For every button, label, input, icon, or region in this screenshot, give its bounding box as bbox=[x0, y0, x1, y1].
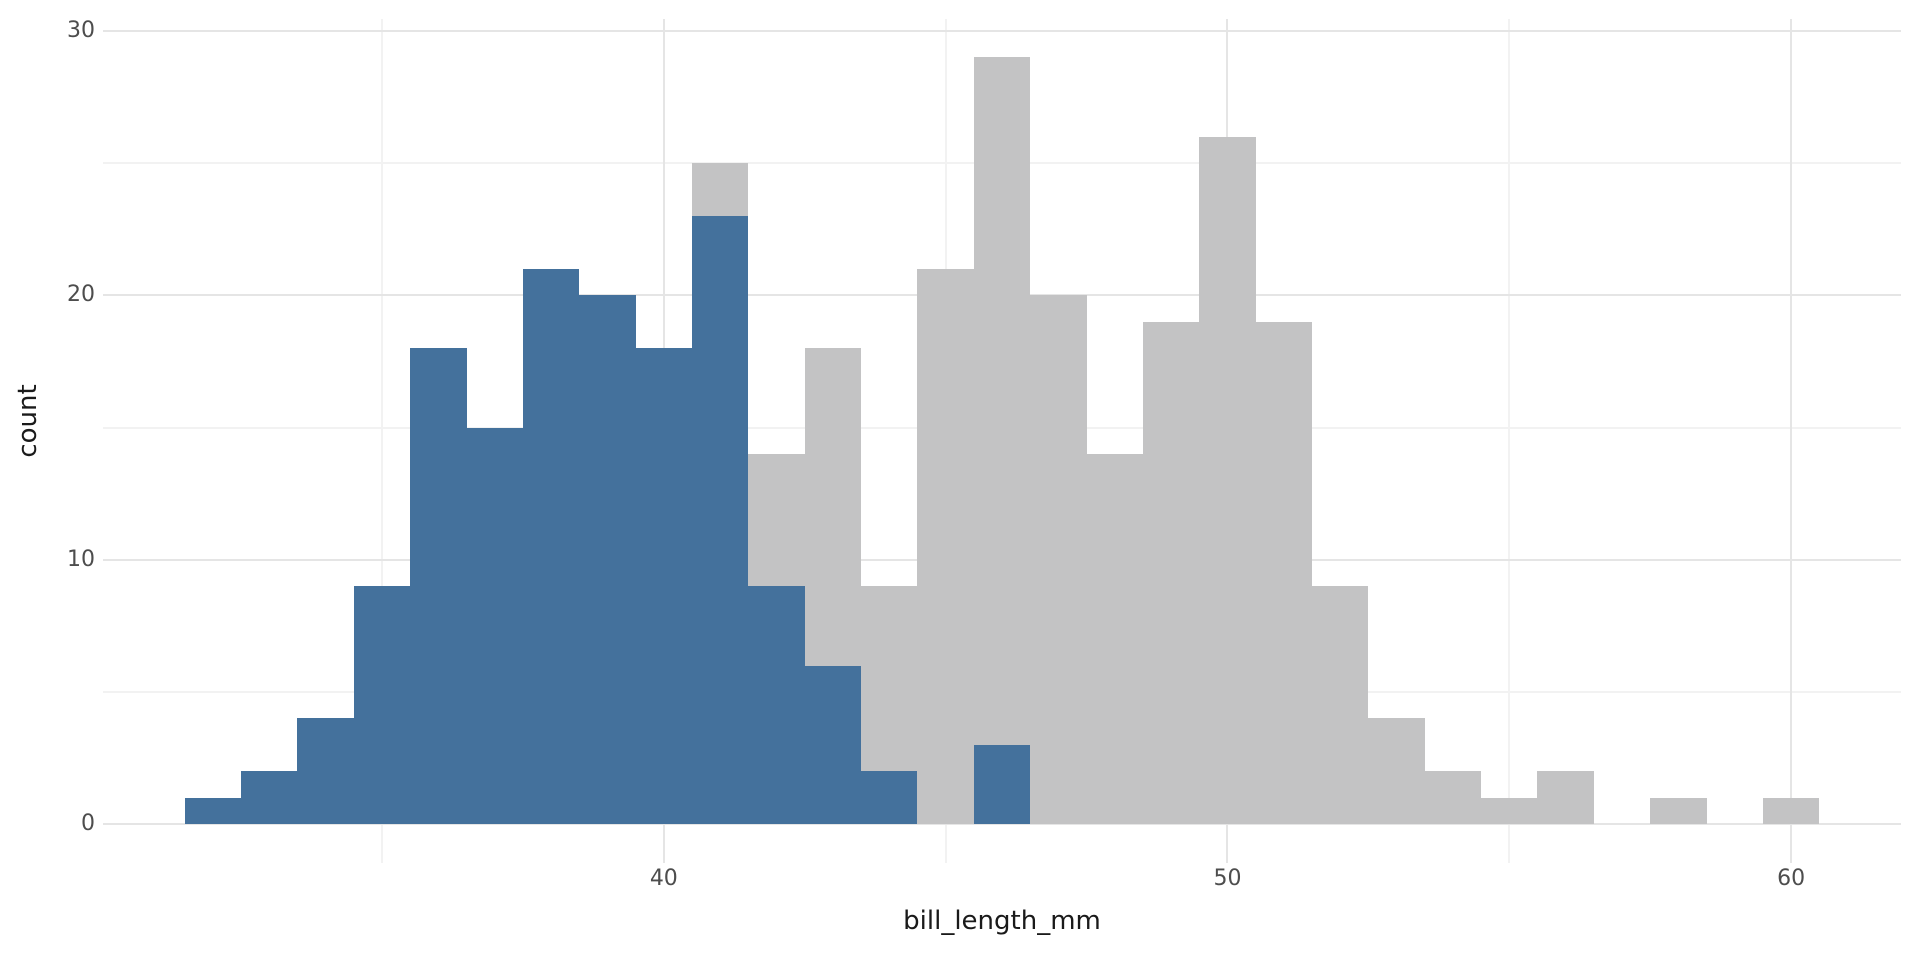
histogram-bar-adelie-blue bbox=[184, 797, 242, 825]
histogram-bar-adelie-blue bbox=[522, 268, 580, 825]
histogram-bar-adelie-blue bbox=[353, 586, 411, 825]
histogram-bar-all-penguins-gray bbox=[1481, 797, 1538, 825]
y-major-gridline bbox=[103, 29, 1901, 32]
histogram-bar-adelie-blue bbox=[804, 665, 862, 825]
histogram-bar-all-penguins-gray bbox=[1255, 321, 1312, 825]
histogram-bar-adelie-blue bbox=[579, 295, 636, 825]
histogram-bar-adelie-blue bbox=[241, 771, 298, 825]
histogram-bar-adelie-blue bbox=[748, 586, 805, 825]
x-tick-label: 60 bbox=[1777, 866, 1806, 891]
x-axis-title: bill_length_mm bbox=[903, 906, 1101, 936]
histogram-bar-adelie-blue bbox=[410, 348, 467, 825]
histogram-bar-all-penguins-gray bbox=[917, 268, 974, 825]
histogram-bar-all-penguins-gray bbox=[1650, 797, 1707, 825]
histogram-bar-all-penguins-gray bbox=[1762, 797, 1820, 825]
histogram-bar-adelie-blue bbox=[466, 427, 523, 825]
x-major-gridline bbox=[1790, 19, 1793, 863]
histogram-bar-adelie-blue bbox=[297, 718, 354, 825]
x-minor-gridline bbox=[1508, 19, 1511, 863]
y-axis-title: count bbox=[13, 384, 43, 458]
y-tick-label: 10 bbox=[67, 546, 95, 572]
histogram-bar-adelie-blue bbox=[973, 744, 1031, 825]
histogram-bar-adelie-blue bbox=[635, 348, 692, 825]
y-tick-label: 0 bbox=[81, 811, 95, 837]
x-tick-label: 40 bbox=[649, 866, 678, 891]
histogram-bar-all-penguins-gray bbox=[1537, 771, 1594, 825]
x-minor-gridline bbox=[381, 19, 383, 863]
histogram-bar-all-penguins-gray bbox=[973, 57, 1031, 825]
y-tick-label: 30 bbox=[67, 17, 95, 43]
histogram-bar-all-penguins-gray bbox=[1199, 136, 1256, 825]
x-tick-label: 50 bbox=[1213, 866, 1242, 891]
y-major-gridline bbox=[103, 823, 1901, 826]
histogram-bar-all-penguins-gray bbox=[1368, 718, 1425, 825]
histogram-bar-all-penguins-gray bbox=[1142, 321, 1200, 825]
histogram-bar-adelie-blue bbox=[692, 216, 749, 825]
histogram-bar-all-penguins-gray bbox=[1086, 454, 1143, 825]
histogram-bar-all-penguins-gray bbox=[1312, 586, 1369, 825]
histogram-bar-adelie-blue bbox=[861, 771, 918, 825]
histogram-bar-all-penguins-gray bbox=[1424, 771, 1482, 825]
y-tick-label: 20 bbox=[67, 282, 95, 308]
histogram-bar-all-penguins-gray bbox=[1030, 295, 1087, 825]
